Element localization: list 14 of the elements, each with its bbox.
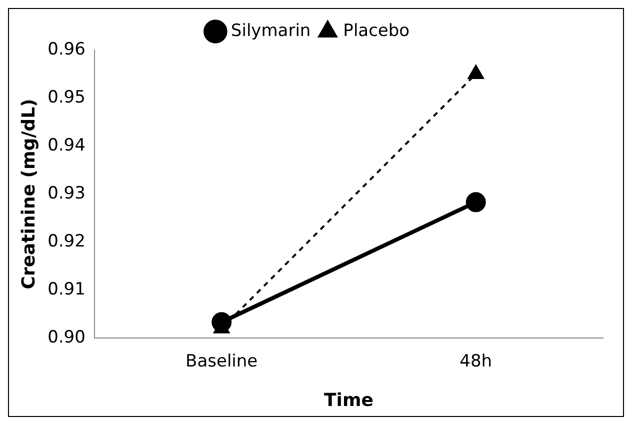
y-tick-label: 0.96 <box>48 39 86 60</box>
point <box>466 192 486 212</box>
legend-label: Silymarin <box>230 20 311 41</box>
y-tick-label: 0.95 <box>48 87 86 108</box>
x-tick-label: Baseline <box>186 352 258 372</box>
y-tick-label: 0.91 <box>48 279 86 300</box>
legend-label: Placebo <box>343 20 410 41</box>
y-tick-label: 0.90 <box>48 327 86 348</box>
x-tick-label: 48h <box>460 352 492 372</box>
y-tick-label: 0.94 <box>48 135 86 156</box>
y-tick-label: 0.93 <box>48 183 86 204</box>
x-axis-title: Time <box>324 390 374 411</box>
y-axis-title: Creatinine (mg/dL) <box>18 98 40 290</box>
y-tick-label: 0.92 <box>48 231 86 252</box>
